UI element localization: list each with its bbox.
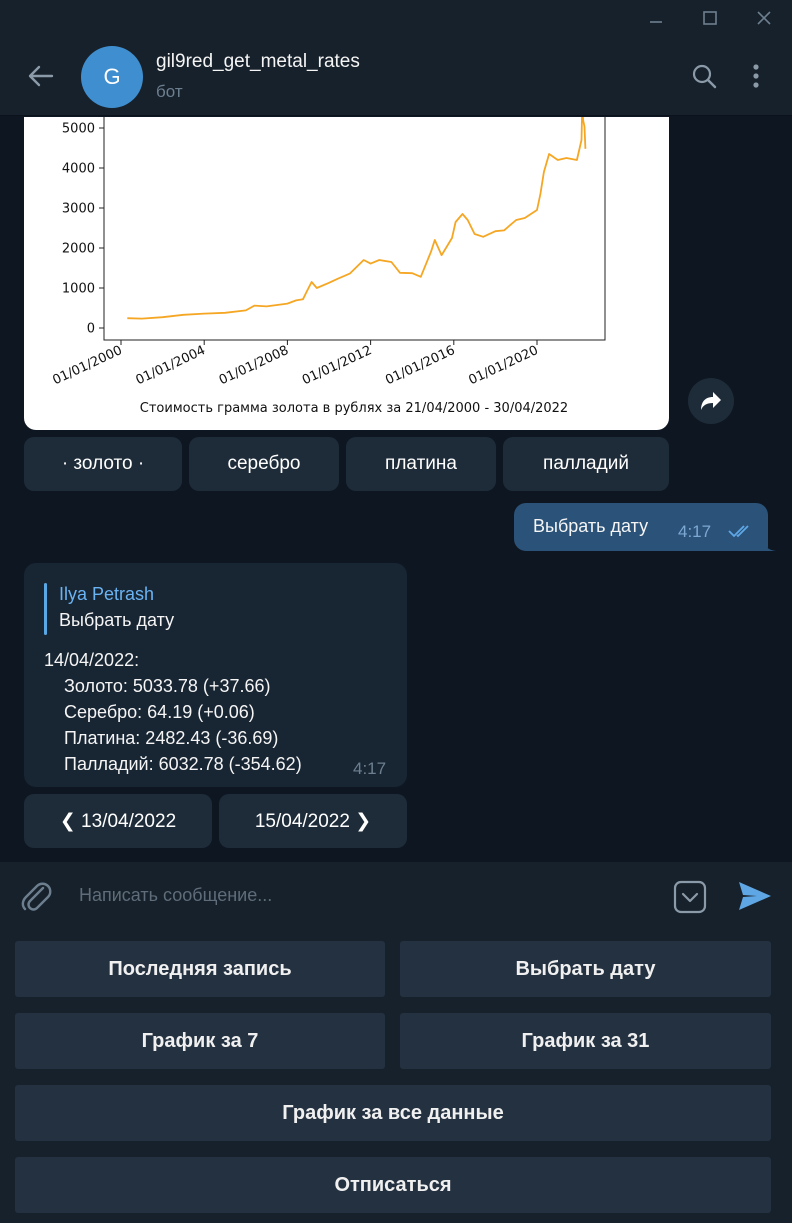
chart-image-message[interactable]: 0 1000 2000 3000 4000 5000 01/01/2000 01/01/200… (24, 117, 669, 430)
chart-title: Стоимость грамма золота в рублях за 21/0… (140, 401, 568, 416)
send-icon[interactable] (737, 878, 773, 919)
x-tick-label: 01/01/2020 (466, 343, 540, 388)
chat-title[interactable]: gil9red_get_metal_rates (156, 51, 360, 72)
back-arrow-icon[interactable] (20, 58, 60, 94)
series-line-gold (127, 117, 587, 320)
inline-button-palladium[interactable]: палладий (503, 437, 669, 491)
inline-button-gold[interactable]: · золото · (24, 437, 182, 491)
reply-quote-bar (44, 583, 47, 635)
y-tick-label: 1000 (62, 282, 95, 297)
incoming-message[interactable]: Ilya Petrash Выбрать дату 14/04/2022: Зо… (24, 563, 407, 787)
x-tick-label: 01/01/2012 (300, 343, 374, 388)
chart-all-button[interactable]: График за все данные (15, 1085, 771, 1141)
rate-platinum: Платина: 2482.43 (-36.69) (44, 728, 279, 748)
avatar-letter: G (103, 64, 121, 89)
more-vertical-icon[interactable] (740, 58, 772, 94)
double-check-icon (728, 524, 754, 543)
maximize-icon[interactable] (686, 0, 734, 36)
chat-header: G gil9red_get_metal_rates бот (0, 36, 792, 116)
plot-frame (103, 117, 606, 341)
rate-date: 14/04/2022: (44, 650, 140, 670)
bubble-tail (762, 541, 776, 551)
rate-gold: Золото: 5033.78 (+37.66) (44, 676, 271, 696)
x-tick-label: 01/01/2000 (50, 343, 124, 388)
inline-button-silver[interactable]: серебро (189, 437, 339, 491)
x-tick-label: 01/01/2016 (383, 343, 457, 388)
message-text: Выбрать дату (533, 516, 649, 536)
search-icon[interactable] (686, 58, 722, 94)
chat-subtitle: бот (156, 82, 183, 101)
share-forward-icon[interactable] (688, 378, 734, 424)
inline-button-platinum[interactable]: платина (346, 437, 496, 491)
y-tick-label: 3000 (62, 202, 95, 217)
message-time: 4:17 (353, 759, 387, 778)
outgoing-message[interactable]: Выбрать дату 4:17 (514, 503, 768, 551)
y-tick-label: 2000 (62, 242, 95, 257)
paperclip-icon[interactable] (18, 879, 54, 920)
y-tick-label: 0 (87, 322, 95, 337)
avatar[interactable]: G (81, 46, 143, 108)
x-tick-label: 01/01/2008 (217, 343, 291, 388)
chart-31-button[interactable]: График за 31 (400, 1013, 771, 1069)
rate-palladium: Палладий: 6032.78 (-354.62) (44, 754, 302, 774)
last-record-button[interactable]: Последняя запись (15, 941, 385, 997)
chart-7-button[interactable]: График за 7 (15, 1013, 385, 1069)
message-composer: Написать сообщение... (0, 862, 792, 932)
message-time: 4:17 (678, 522, 712, 541)
pick-date-button[interactable]: Выбрать дату (400, 941, 771, 997)
reply-author[interactable]: Ilya Petrash (59, 584, 155, 604)
unsubscribe-button[interactable]: Отписаться (15, 1157, 771, 1213)
reply-text: Выбрать дату (59, 610, 175, 630)
prev-date-button[interactable]: ❮ 13/04/2022 (24, 794, 212, 848)
next-date-button[interactable]: 15/04/2022 ❯ (219, 794, 407, 848)
y-tick-label: 5000 (62, 122, 95, 137)
minimize-icon[interactable] (632, 0, 680, 36)
keyboard-toggle-icon[interactable] (673, 880, 707, 919)
rate-silver: Серебро: 64.19 (+0.06) (44, 702, 255, 722)
y-tick-label: 4000 (62, 162, 95, 177)
x-tick-label: 01/01/2004 (134, 343, 208, 388)
message-input[interactable]: Написать сообщение... (79, 885, 273, 905)
reply-keyboard: Последняя запись Выбрать дату График за … (0, 932, 792, 1223)
window-titlebar (0, 0, 792, 36)
close-icon[interactable] (740, 0, 788, 36)
